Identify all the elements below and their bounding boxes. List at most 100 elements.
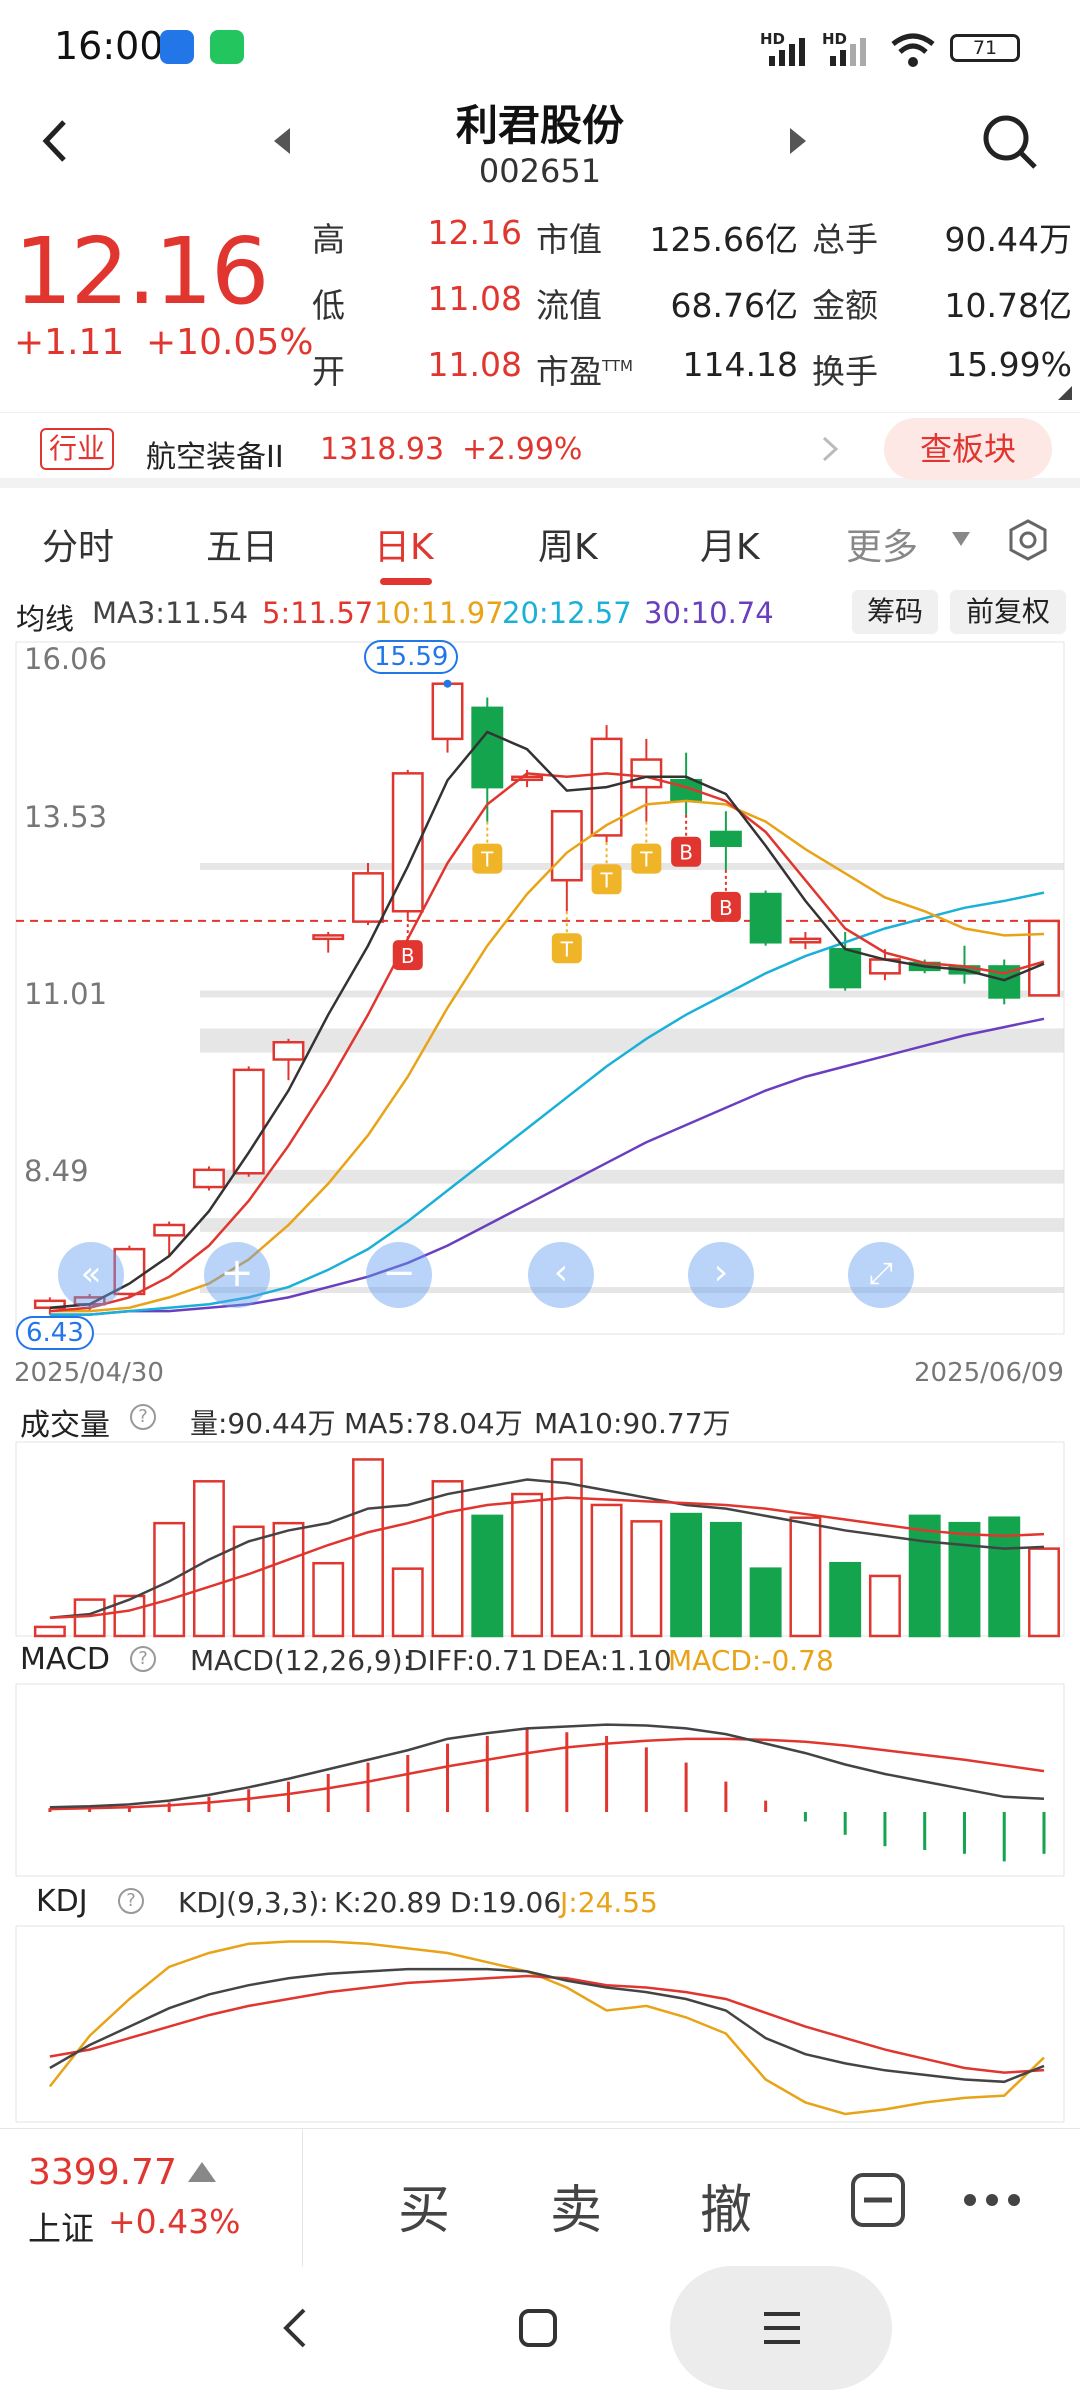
macd-chart[interactable] <box>0 1682 1080 1878</box>
expand-corner-icon[interactable] <box>1058 386 1072 400</box>
stock-name: 利君股份 <box>455 101 624 150</box>
kdj-chart[interactable] <box>0 1924 1080 2124</box>
pe-value: 114.18 <box>682 345 798 384</box>
chip-band <box>200 1169 1064 1184</box>
zoom-out-button[interactable]: − <box>366 1242 432 1308</box>
next-stock-icon[interactable] <box>786 126 810 156</box>
chart-frame <box>15 1925 1065 2123</box>
macd-title: MACD <box>20 1642 110 1677</box>
volume-bar <box>988 1516 1021 1638</box>
candle <box>232 1068 265 1175</box>
cancel-order-button[interactable]: 撤 <box>700 2181 753 2241</box>
chip-band <box>200 990 1064 998</box>
chips-button[interactable]: 筹码 <box>852 590 938 634</box>
next-button[interactable]: › <box>688 1242 754 1308</box>
y-label: 11.01 <box>24 977 108 1011</box>
tab-weekly-k[interactable]: 周K <box>538 527 598 568</box>
tab-five-day[interactable]: 五日 <box>206 527 279 568</box>
scroll-left-button[interactable]: « <box>58 1242 124 1308</box>
prev-button[interactable]: ‹ <box>528 1242 594 1308</box>
y-label-top: 16.06 <box>24 642 108 676</box>
nav-home-icon[interactable] <box>518 2306 558 2350</box>
volume-bar <box>789 1516 822 1638</box>
battery-icon: 71 <box>950 34 1020 62</box>
chart-frame <box>15 1683 1065 1877</box>
candle <box>511 775 544 782</box>
candle <box>312 934 345 941</box>
ma20-line <box>49 891 1045 1316</box>
candle <box>709 830 742 848</box>
chip-band <box>200 1287 1064 1294</box>
tab-monthly-k[interactable]: 月K <box>700 527 760 568</box>
more-dots-icon[interactable] <box>962 2188 1022 2212</box>
volume-value: 量:90.44万 <box>190 1407 336 1440</box>
index-name: 上证 <box>28 2209 94 2248</box>
kdj-params: KDJ(9,3,3): <box>178 1886 329 1919</box>
settings-hex-icon[interactable] <box>1006 518 1050 562</box>
volume-chart[interactable] <box>0 1440 1080 1640</box>
help-icon[interactable]: ? <box>130 1646 156 1672</box>
candle <box>352 872 384 923</box>
buy-marker <box>392 940 423 971</box>
volume-title: 成交量 <box>20 1408 110 1443</box>
ma3-value: MA3:11.54 <box>92 596 249 630</box>
mktcap-label: 市值 <box>536 220 602 259</box>
volume-bar <box>948 1521 981 1638</box>
ma30-line <box>49 1017 1045 1316</box>
sell-button[interactable]: 卖 <box>550 2181 603 2241</box>
buy-marker-label: B <box>719 896 733 920</box>
volume-ma10-line <box>49 1496 1045 1620</box>
industry-row[interactable] <box>0 412 1080 488</box>
volume-bar <box>352 1458 384 1638</box>
macd-diff: DIFF:0.71 <box>406 1644 538 1677</box>
tab-more[interactable]: 更多 <box>846 527 919 568</box>
date-start: 2025/04/30 <box>14 1358 164 1388</box>
turnover-value: 15.99% <box>946 345 1072 384</box>
volume-ma5: MA5:78.04万 <box>344 1407 523 1440</box>
search-icon[interactable] <box>980 112 1040 172</box>
buy-button[interactable]: 买 <box>398 2181 451 2241</box>
candle <box>192 1168 225 1189</box>
chevron-right-icon <box>822 436 839 462</box>
y-label: 13.53 <box>24 800 108 834</box>
back-icon[interactable] <box>36 116 76 166</box>
minimize-box-icon[interactable] <box>850 2172 906 2228</box>
index-value[interactable]: 3399.77 <box>28 2152 177 2193</box>
max-price-label: 15.59 <box>364 640 459 674</box>
volume-ma5-line <box>49 1478 1045 1620</box>
price-change-pct: +10.05% <box>146 322 314 363</box>
buy-marker <box>710 891 741 922</box>
tab-daily-k[interactable]: 日K <box>374 527 434 568</box>
t-marker <box>631 843 662 874</box>
ma10-line <box>49 799 1045 1313</box>
low-value: 11.08 <box>427 279 522 318</box>
nav-menu-icon[interactable] <box>762 2310 802 2346</box>
kline-chart[interactable]: B B B T T T T <box>0 640 1080 1350</box>
help-icon[interactable]: ? <box>118 1888 144 1914</box>
t-marker-label: T <box>599 868 613 892</box>
prev-stock-icon[interactable] <box>270 126 294 156</box>
kdj-k: K:20.89 <box>334 1886 442 1919</box>
nav-back-icon[interactable] <box>280 2306 310 2350</box>
adjust-button[interactable]: 前复权 <box>950 590 1066 634</box>
kdj-k-line <box>49 1967 1045 2084</box>
volume-bar <box>312 1561 345 1638</box>
volume-label: 总手 <box>812 220 878 259</box>
kdj-j: J:24.55 <box>560 1886 658 1919</box>
help-icon[interactable]: ? <box>130 1404 156 1430</box>
volume-bar <box>670 1512 703 1638</box>
last-price: 12.16 <box>14 218 269 325</box>
buy-marker-label: B <box>679 841 693 865</box>
volume-bar <box>630 1520 663 1638</box>
t-marker <box>551 933 582 964</box>
dropdown-icon[interactable] <box>950 530 972 548</box>
pe-label: 市盈TTM <box>536 352 634 391</box>
amount-label: 金额 <box>812 286 878 325</box>
high-label: 高 <box>312 220 345 259</box>
fullscreen-button[interactable]: ⤢ <box>848 1242 914 1308</box>
volume-bar <box>153 1521 186 1638</box>
view-board-button[interactable]: 查板块 <box>884 418 1052 480</box>
volume-ma10: MA10:90.77万 <box>534 1407 731 1440</box>
zoom-in-button[interactable]: + <box>204 1242 270 1308</box>
tab-intraday[interactable]: 分时 <box>42 527 115 568</box>
